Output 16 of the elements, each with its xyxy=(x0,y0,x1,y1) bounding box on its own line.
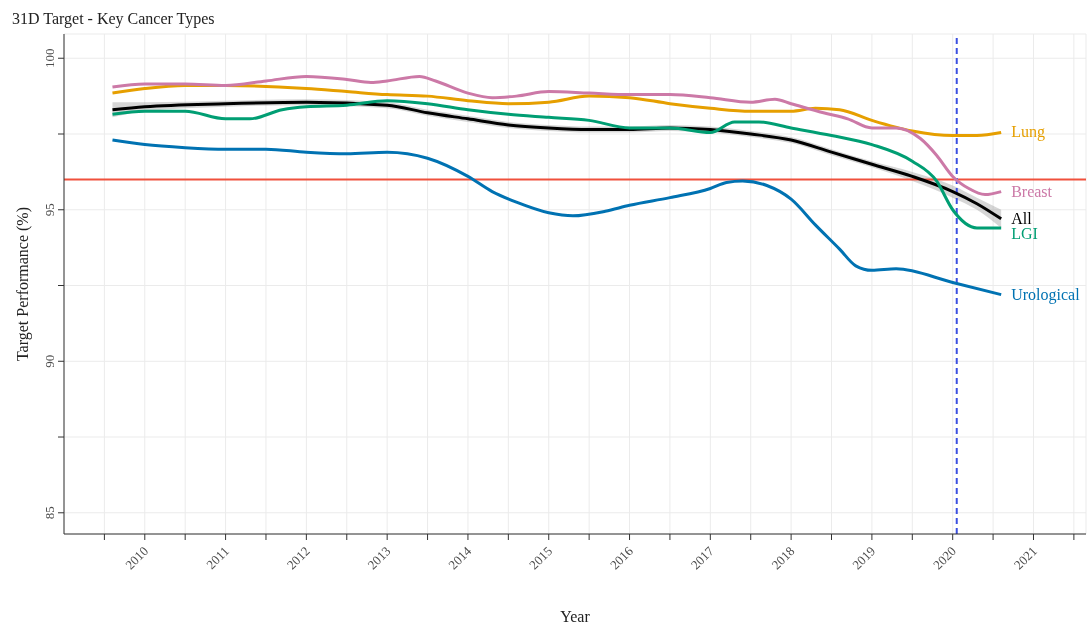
y-axis-title: Target Performance (%) xyxy=(13,206,32,362)
y-tick-label: 85 xyxy=(42,506,57,520)
x-tick-label: 2011 xyxy=(203,543,232,573)
chart-title: 31D Target - Key Cancer Types xyxy=(12,10,215,28)
line-series xyxy=(110,138,1003,297)
series-label: Lung xyxy=(1011,123,1045,142)
x-axis-title: Year xyxy=(560,608,591,625)
y-tick-label: 100 xyxy=(42,48,57,68)
series-label: All xyxy=(1011,209,1033,227)
line-series xyxy=(110,74,1003,197)
series-label: Breast xyxy=(1011,182,1053,200)
series-label: LGI xyxy=(1011,224,1038,242)
x-tick-label: 2021 xyxy=(1010,543,1040,573)
y-tick-label: 90 xyxy=(42,354,57,368)
y-tick-label: 95 xyxy=(42,203,57,217)
series-label: Urological xyxy=(1011,285,1081,304)
